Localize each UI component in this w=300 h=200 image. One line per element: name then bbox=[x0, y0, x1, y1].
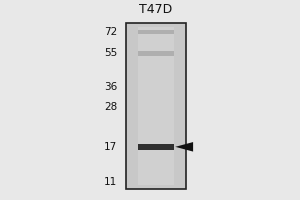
Bar bbox=[138, 51, 174, 56]
Polygon shape bbox=[175, 142, 193, 152]
Text: T47D: T47D bbox=[139, 3, 172, 16]
Text: 28: 28 bbox=[104, 102, 117, 112]
Text: 36: 36 bbox=[104, 82, 117, 92]
Text: 55: 55 bbox=[104, 48, 117, 58]
Text: 11: 11 bbox=[104, 177, 117, 187]
Text: 17: 17 bbox=[104, 142, 117, 152]
Text: 72: 72 bbox=[104, 27, 117, 37]
Bar bbox=[138, 27, 174, 185]
Bar bbox=[138, 144, 174, 150]
Bar bbox=[126, 23, 186, 189]
Bar bbox=[138, 30, 174, 34]
